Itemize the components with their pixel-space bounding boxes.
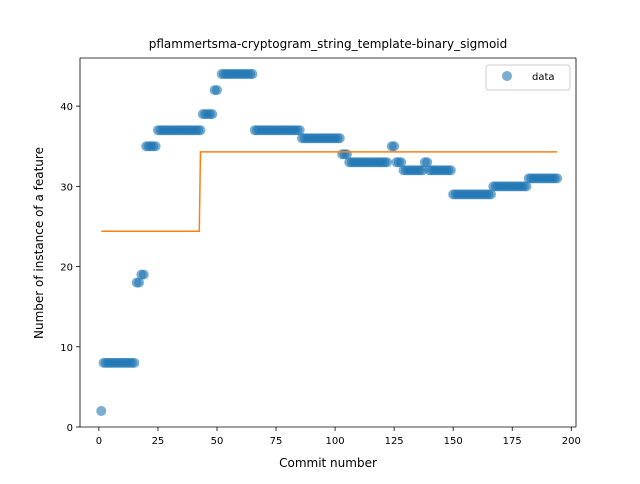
- chart-title: pflammertsma-cryptogram_string_template-…: [149, 37, 508, 51]
- x-tick-label: 100: [326, 436, 345, 447]
- x-axis-label: Commit number: [279, 456, 377, 470]
- data-point: [138, 269, 149, 280]
- data-point: [552, 173, 563, 184]
- data-point: [521, 181, 532, 192]
- y-tick-label: 20: [60, 263, 73, 274]
- data-point: [150, 141, 161, 152]
- data-point: [389, 141, 400, 152]
- fit-line: [101, 151, 558, 233]
- x-tick-label: 200: [562, 436, 581, 447]
- legend-marker-data: [502, 71, 512, 81]
- data-point: [396, 157, 407, 168]
- plot-area: [96, 69, 563, 416]
- data-point: [247, 69, 258, 80]
- y-tick-label: 0: [67, 423, 73, 434]
- y-tick-label: 10: [60, 343, 73, 354]
- y-tick-label: 40: [60, 102, 73, 113]
- x-tick-label: 125: [385, 436, 404, 447]
- data-point: [134, 277, 145, 288]
- data-point: [195, 125, 206, 136]
- legend-label-data: data: [532, 72, 555, 83]
- y-axis-label: Number of instance of a feature: [32, 147, 46, 339]
- data-point: [422, 157, 433, 168]
- data-point: [382, 157, 393, 168]
- data-point: [334, 133, 345, 144]
- x-tick-label: 150: [444, 436, 463, 447]
- legend: data: [485, 64, 571, 91]
- x-tick-label: 25: [152, 436, 165, 447]
- y-tick-label: 30: [60, 182, 73, 193]
- data-point: [129, 357, 140, 368]
- legend-frame: [485, 64, 571, 91]
- axes: 0 25 50 75 100 125 150 175 200 0 10 20 30 40: [60, 57, 581, 447]
- x-tick-label: 50: [211, 436, 224, 447]
- x-tick-label: 75: [270, 436, 283, 447]
- data-point: [485, 189, 496, 200]
- data-point: [417, 165, 428, 176]
- data-point: [211, 85, 222, 96]
- data-point: [96, 405, 107, 416]
- data-point: [445, 165, 456, 176]
- x-tick-label: 175: [503, 436, 522, 447]
- x-tick-label: 0: [96, 436, 102, 447]
- data-point: [207, 109, 218, 120]
- data-point: [294, 125, 305, 136]
